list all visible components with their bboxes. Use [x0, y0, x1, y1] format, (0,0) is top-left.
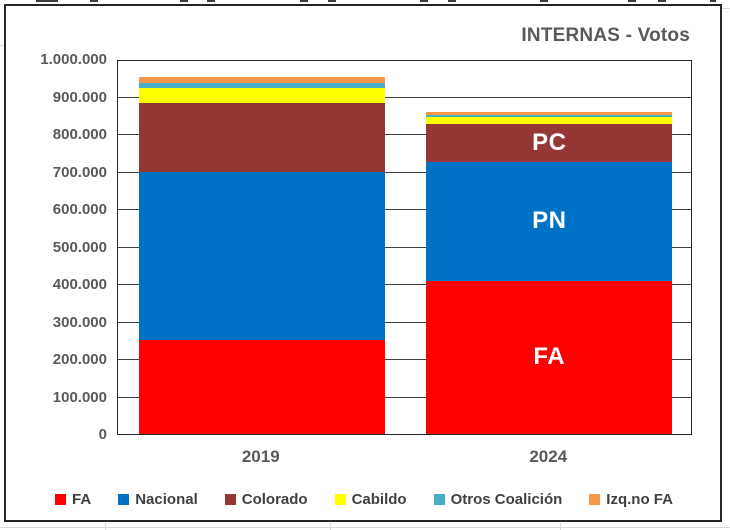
y-axis-tick-label: 600.000: [52, 201, 107, 218]
bar-segment-cabildo: [426, 117, 673, 124]
sheet-gridline-artifact: [540, 0, 548, 2]
legend-item-nacional: Nacional: [118, 491, 198, 508]
sheet-gridline-artifact: [90, 0, 98, 2]
gridline: [118, 321, 691, 323]
bar-segment-fa: [138, 339, 385, 434]
sheet-gridline-artifact: [0, 527, 730, 528]
bar-2024: FA PN PC: [426, 111, 673, 434]
bar-segment-fa: FA: [426, 280, 673, 434]
sheet-gridline-artifact: [628, 0, 636, 2]
legend-item-colorado: Colorado: [224, 491, 308, 508]
gridline: [118, 284, 691, 285]
gridline: [118, 96, 691, 98]
bar-segment-nacional: [138, 172, 385, 340]
y-axis-tick-label: 500.000: [52, 238, 107, 256]
y-axis-tick-label: 1.000.000: [40, 51, 107, 68]
gridline: [118, 171, 691, 173]
sheet-gridline-artifact: [300, 0, 308, 2]
chart-title: INTERNAS - Votos: [521, 25, 690, 46]
legend-color-swatch: [55, 494, 67, 505]
sheet-gridline-artifact: [105, 523, 106, 530]
gridline: [118, 209, 691, 210]
legend-color-swatch: [118, 494, 130, 505]
gridline: [118, 134, 691, 135]
bar-segment-label: PN: [532, 207, 567, 235]
sheet-gridline-artifact: [328, 0, 336, 2]
legend-label: Otros Coalición: [450, 491, 563, 508]
bar-segment-izq-no-fa: [138, 77, 385, 83]
legend-item-otros-coalici-n: Otros Coalición: [433, 491, 563, 508]
legend-label: Colorado: [241, 491, 308, 508]
bar-segment-otros-coalici-n: [138, 83, 385, 88]
y-axis-tick-label: 700.000: [52, 163, 107, 181]
y-axis-tick-label: 300.000: [52, 313, 107, 331]
legend-item-izq-no-fa: Izq.no FA: [589, 491, 673, 508]
sheet-gridline-artifact: [180, 0, 188, 2]
bar-segment-otros-coalici-n: [426, 114, 673, 118]
legend-label: Cabildo: [351, 491, 407, 508]
legend-color-swatch: [334, 494, 346, 505]
legend-item-fa: FA: [55, 491, 91, 508]
bar-2019: [138, 77, 385, 434]
x-axis-category-label: 2024: [529, 447, 568, 466]
legend-color-swatch: [433, 494, 445, 505]
x-axis-category-label: 2019: [241, 447, 280, 466]
bar-segment-colorado: [138, 102, 385, 173]
sheet-gridline-artifact: [560, 523, 561, 530]
sheet-gridline-artifact: [710, 0, 716, 2]
bar-segment-label: FA: [533, 343, 566, 371]
y-axis-tick-label: 0: [98, 426, 107, 443]
y-axis-tick-label: 100.000: [52, 388, 107, 406]
sheet-gridline-artifact: [207, 0, 215, 2]
y-axis-tick-label: 900.000: [52, 88, 107, 106]
bar-segment-nacional: PN: [426, 161, 673, 281]
sheet-gridline-artifact: [658, 0, 666, 2]
legend-item-cabildo: Cabildo: [334, 491, 407, 508]
legend-color-swatch: [589, 494, 601, 505]
sheet-gridline-artifact: [420, 0, 428, 2]
sheet-gridline-artifact: [330, 523, 331, 530]
legend-color-swatch: [224, 494, 236, 505]
bar-segment-colorado: PC: [426, 123, 673, 162]
legend-label: Nacional: [135, 491, 198, 508]
sheet-gridline-artifact: [0, 45, 4, 46]
gridline: [118, 359, 691, 360]
bar-segment-izq-no-fa: [426, 111, 673, 115]
y-axis-tick-label: 200.000: [52, 351, 107, 368]
legend-label: Izq.no FA: [606, 491, 673, 508]
plot-area: FA PN PC: [117, 60, 692, 435]
gridline: [118, 246, 691, 248]
y-axis-tick-label: 400.000: [52, 276, 107, 293]
gridline: [118, 396, 691, 398]
sheet-gridline-artifact: [722, 8, 730, 9]
bar-segment-cabildo: [138, 87, 385, 103]
legend: FA Nacional Colorado Cabildo Otros Coalición…: [6, 491, 722, 508]
legend-label: FA: [72, 491, 92, 508]
y-axis-tick-label: 800.000: [52, 126, 107, 143]
sheet-gridline-artifact: [448, 0, 456, 2]
sheet-gridline-artifact: [36, 0, 58, 2]
bar-segment-label: PC: [532, 128, 567, 156]
